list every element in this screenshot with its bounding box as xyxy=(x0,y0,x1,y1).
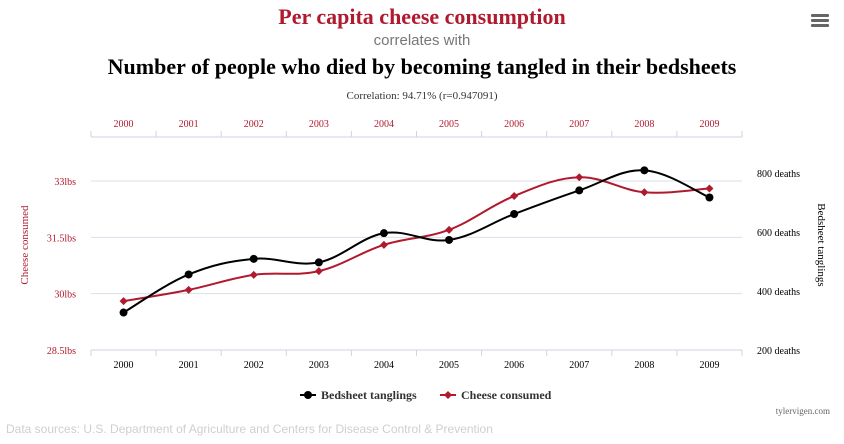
left-axis-title: Cheese consumed xyxy=(19,205,31,285)
top-tick-label: 2007 xyxy=(569,119,589,130)
credit-link[interactable]: tylervigen.com xyxy=(775,406,830,416)
bottom-tick-label: 2000 xyxy=(114,360,134,371)
menu-icon-bar xyxy=(811,19,829,22)
menu-icon[interactable] xyxy=(811,14,829,28)
bottom-tick-label: 2001 xyxy=(179,360,199,371)
top-tick-label: 2000 xyxy=(114,119,134,130)
left-tick-label: 31.5lbs xyxy=(47,233,76,244)
right-axis-title: Bedsheet tanglings xyxy=(815,203,827,286)
data-point-cheese xyxy=(575,173,584,182)
data-point-bedsheet xyxy=(119,308,128,317)
data-point-cheese xyxy=(184,285,193,294)
legend-item-label[interactable]: Bedsheet tanglings xyxy=(321,388,417,402)
bottom-tick-label: 2004 xyxy=(374,360,394,371)
bottom-tick-label: 2006 xyxy=(504,360,524,371)
data-point-cheese xyxy=(379,240,388,249)
right-tick-label: 600 deaths xyxy=(757,228,800,239)
chart-subtitle: correlates with xyxy=(373,32,471,49)
left-tick-label: 30lbs xyxy=(54,290,76,301)
series-line-bedsheet xyxy=(123,169,710,314)
legend-marker-cheese xyxy=(444,391,452,399)
data-point-bedsheet xyxy=(445,235,454,244)
right-tick-label: 400 deaths xyxy=(757,287,800,298)
legend-marker-bedsheet xyxy=(304,391,312,399)
chart-title-secondary: Number of people who died by becoming ta… xyxy=(107,54,737,79)
data-sources: Data sources: U.S. Department of Agricul… xyxy=(6,422,493,436)
top-tick-label: 2009 xyxy=(699,119,719,130)
menu-icon-bar xyxy=(811,14,829,17)
top-tick-label: 2004 xyxy=(374,119,394,130)
data-point-cheese xyxy=(705,184,714,193)
right-tick-label: 800 deaths xyxy=(757,169,800,180)
data-point-bedsheet xyxy=(510,210,519,219)
data-point-bedsheet xyxy=(379,229,388,238)
data-point-cheese xyxy=(640,188,649,197)
top-tick-label: 2002 xyxy=(244,119,264,130)
data-point-bedsheet xyxy=(314,258,323,267)
bottom-tick-label: 2003 xyxy=(309,360,329,371)
top-tick-label: 2001 xyxy=(179,119,199,130)
right-tick-label: 200 deaths xyxy=(757,346,800,357)
top-tick-label: 2005 xyxy=(439,119,459,130)
left-tick-label: 28.5lbs xyxy=(47,346,76,357)
bottom-tick-label: 2009 xyxy=(699,360,719,371)
chart-title: Per capita cheese consumption xyxy=(278,4,566,29)
correlation-label: Correlation: 94.71% (r=0.947091) xyxy=(346,90,498,102)
data-point-cheese xyxy=(314,267,323,276)
menu-icon-bar xyxy=(811,24,829,27)
legend-item-label[interactable]: Cheese consumed xyxy=(461,388,552,402)
data-point-bedsheet xyxy=(640,166,649,175)
series-line-cheese xyxy=(123,176,710,303)
data-point-cheese xyxy=(119,297,128,306)
data-point-cheese xyxy=(445,225,454,234)
top-tick-label: 2006 xyxy=(504,119,524,130)
data-point-bedsheet xyxy=(705,193,714,202)
data-point-bedsheet xyxy=(249,254,258,263)
data-point-cheese xyxy=(249,270,258,279)
bottom-tick-label: 2008 xyxy=(634,360,654,371)
data-point-bedsheet xyxy=(184,270,193,279)
bottom-tick-label: 2005 xyxy=(439,360,459,371)
data-point-bedsheet xyxy=(575,186,584,195)
top-tick-label: 2003 xyxy=(309,119,329,130)
top-tick-label: 2008 xyxy=(634,119,654,130)
bottom-tick-label: 2002 xyxy=(244,360,264,371)
data-point-cheese xyxy=(510,192,519,201)
bottom-tick-label: 2007 xyxy=(569,360,589,371)
left-tick-label: 33lbs xyxy=(54,177,76,188)
